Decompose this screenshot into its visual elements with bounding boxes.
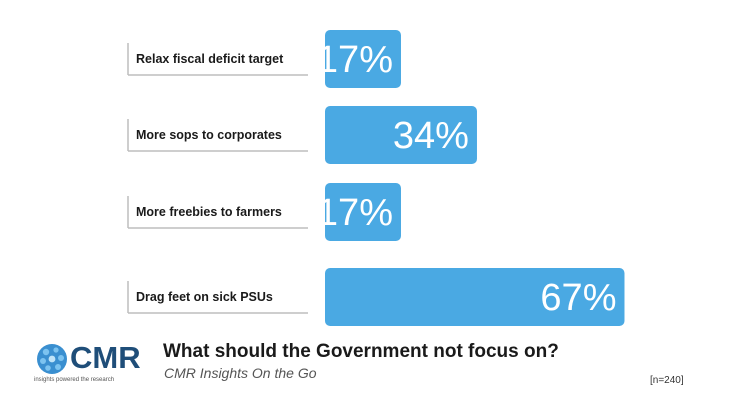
category-label: Drag feet on sick PSUs	[136, 290, 273, 304]
bar	[325, 268, 625, 326]
logo-tagline: insights powered the research	[34, 377, 115, 383]
logo-globe-icon	[37, 344, 67, 374]
logo-text: CMR	[70, 340, 141, 375]
chart-subtitle: CMR Insights On the Go	[164, 365, 317, 381]
sample-size: [n=240]	[650, 375, 684, 386]
bar	[325, 106, 477, 164]
category-row: Relax fiscal deficit target 17%	[127, 30, 401, 88]
value-label: 17%	[317, 192, 393, 234]
category-label: Relax fiscal deficit target	[136, 52, 284, 66]
bar	[325, 183, 401, 241]
value-label: 67%	[540, 277, 616, 319]
footer: CMR insights powered the research What s…	[0, 335, 743, 400]
chart-question: What should the Government not focus on?	[163, 341, 559, 362]
category-label: More sops to corporates	[136, 128, 282, 142]
category-row: Drag feet on sick PSUs 67%	[127, 268, 625, 326]
bar	[325, 30, 401, 88]
cmr-logo: CMR	[36, 341, 154, 379]
category-label: More freebies to farmers	[136, 205, 282, 219]
category-row: More freebies to farmers 17%	[127, 183, 401, 241]
category-row: More sops to corporates 34%	[127, 106, 477, 164]
value-label: 17%	[317, 39, 393, 81]
value-label: 34%	[393, 115, 469, 157]
bar-chart: Relax fiscal deficit target 17% More sops …	[127, 30, 625, 326]
